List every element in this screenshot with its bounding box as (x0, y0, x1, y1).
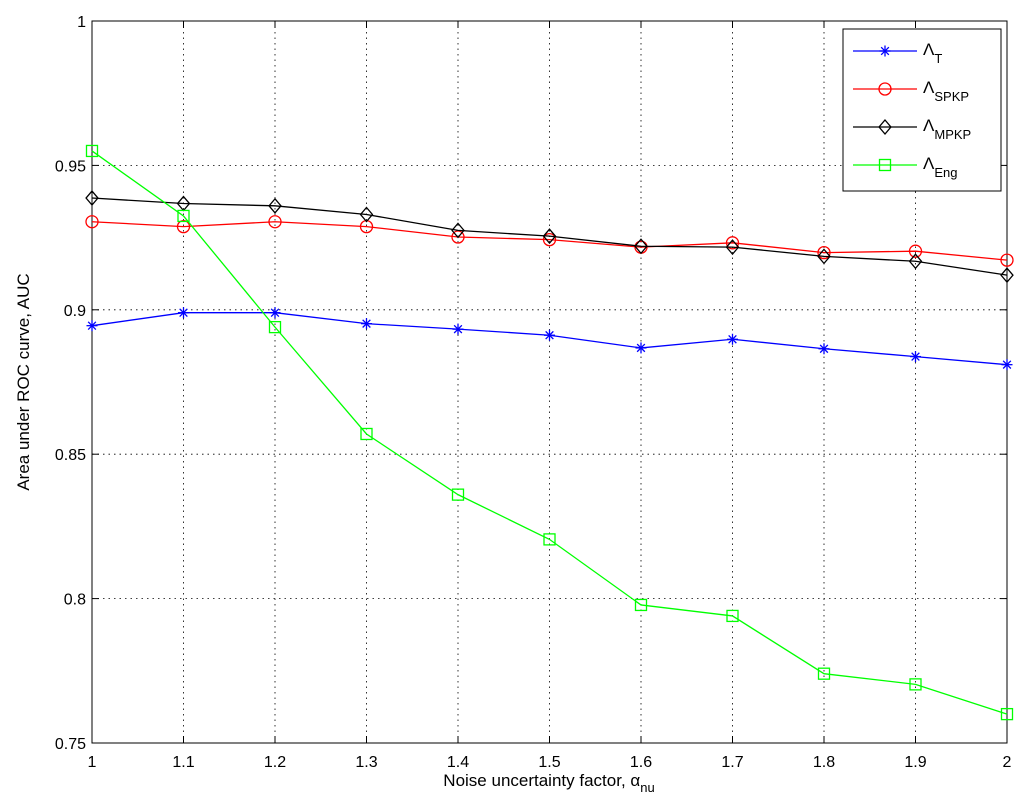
x-tick-label: 1.3 (355, 754, 377, 771)
data-point (85, 144, 99, 158)
series-line (91, 150, 1008, 715)
data-point (727, 333, 738, 345)
x-tick-label: 1.1 (172, 754, 194, 771)
data-point (908, 253, 923, 270)
y-tick-label: 0.8 (64, 592, 86, 609)
x-tick-label: 1.7 (721, 754, 743, 771)
data-point (1001, 359, 1013, 371)
data-point (542, 232, 557, 247)
data-point (268, 215, 282, 229)
series-layer (85, 144, 1014, 721)
data-point (1000, 707, 1014, 721)
data-point (1000, 253, 1014, 267)
legend-item: ΛMPKP (853, 116, 971, 142)
data-point (725, 236, 740, 250)
x-tick-label: 1.6 (630, 754, 652, 771)
data-point (361, 318, 372, 330)
data-point (817, 248, 831, 265)
x-tick-label: 1.5 (538, 754, 560, 771)
y-tick-label: 1 (77, 14, 86, 31)
legend-item: ΛT (853, 40, 942, 66)
data-point (543, 533, 556, 546)
legend-marker (879, 45, 891, 57)
data-point (817, 667, 831, 680)
x-tick-label: 1.9 (904, 754, 926, 771)
grid (92, 21, 1007, 743)
legend-marker (878, 158, 892, 172)
data-point (634, 238, 648, 255)
legend-label: ΛT (923, 40, 942, 66)
y-tick-label: 0.85 (55, 447, 86, 464)
data-point (818, 343, 830, 355)
y-axis-label: Area under ROC curve, AUC (14, 273, 33, 490)
data-point (908, 244, 923, 258)
legend: ΛT ΛSPKP ΛMPKP ΛEng (842, 28, 1002, 192)
series-eng (85, 144, 1014, 721)
y-tick-label: 0.95 (55, 158, 86, 175)
legend-marker (878, 118, 892, 136)
data-point (634, 598, 648, 612)
data-point (817, 245, 831, 260)
series-line (91, 221, 1008, 261)
series-line (91, 197, 1008, 276)
data-point (910, 351, 921, 363)
x-tick-label: 1.8 (813, 754, 835, 771)
data-point (360, 427, 373, 441)
data-point (178, 307, 189, 319)
x-tick-label: 1.2 (264, 754, 286, 771)
data-point (451, 488, 465, 501)
data-point (725, 239, 740, 256)
data-point (1000, 267, 1014, 284)
data-point (86, 320, 98, 332)
series-t (86, 307, 1013, 371)
series-mpkp (85, 190, 1014, 284)
data-point (544, 329, 555, 341)
data-point (268, 197, 282, 214)
data-point (268, 320, 282, 334)
x-tick-label: 1.4 (447, 754, 469, 771)
x-tick-label: 2 (1003, 754, 1012, 771)
data-point (85, 215, 99, 229)
legend-item: ΛSPKP (853, 78, 969, 104)
data-point (635, 342, 647, 354)
legend-item: ΛEng (853, 154, 958, 180)
data-point (85, 190, 99, 207)
data-point (176, 219, 191, 234)
x-tick-label: 1 (88, 754, 97, 771)
axis-ticks: 1 1.1 1.2 1.3 1.4 1.5 1.6 1.7 1.8 1.9 2 0.75 0.8 0.85… (55, 14, 1012, 771)
legend-box (842, 28, 1002, 192)
data-point (452, 323, 464, 335)
y-tick-label: 0.75 (55, 736, 86, 753)
y-tick-label: 0.9 (64, 303, 86, 320)
data-point (269, 307, 281, 319)
legend-label: ΛSPKP (923, 78, 969, 104)
data-point (542, 228, 557, 245)
data-point (726, 609, 739, 623)
data-point (359, 206, 374, 223)
data-point (909, 678, 922, 691)
legend-label: ΛMPKP (923, 116, 971, 142)
x-axis-label: Noise uncertainty factor, αnu (443, 771, 654, 795)
legend-marker (878, 82, 892, 96)
data-point (451, 222, 465, 239)
data-point (177, 209, 190, 223)
legend-label: ΛEng (923, 154, 958, 180)
